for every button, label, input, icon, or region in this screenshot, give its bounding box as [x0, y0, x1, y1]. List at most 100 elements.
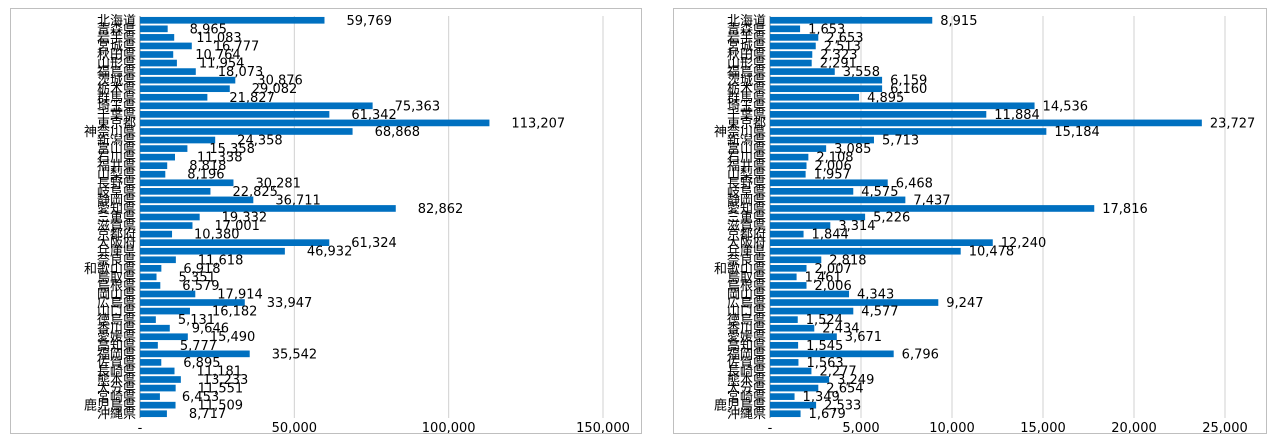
left-bar [140, 119, 490, 127]
left-value-label: 11,083 [196, 31, 242, 46]
left-x-tick-label: 100,000 [422, 421, 476, 433]
left-value-label: 68,868 [375, 125, 421, 140]
right-category-label: 山形県 [727, 57, 766, 72]
right-bar [770, 333, 837, 341]
right-value-label: 23,727 [1210, 116, 1256, 131]
left-value-label: 8,965 [190, 22, 227, 37]
right-value-label: 3,671 [845, 330, 882, 345]
left-bar [140, 42, 192, 50]
left-value-label: 19,332 [222, 211, 268, 226]
left-value-label: 10,764 [195, 48, 241, 63]
left-category-label: 静岡県 [97, 193, 136, 208]
left-category-label: 岐阜県 [97, 184, 136, 200]
left-bar [140, 111, 330, 118]
right-category-label: 群馬県 [727, 91, 766, 106]
left-value-label: 75,363 [395, 99, 441, 114]
left-category-label: 埼玉県 [97, 99, 136, 114]
left-value-label: 6,453 [182, 390, 219, 405]
left-category-label: 愛媛県 [97, 330, 136, 345]
left-bar [140, 282, 161, 289]
left-bar [140, 256, 176, 264]
right-bar [770, 247, 961, 255]
right-bar [770, 273, 797, 281]
left-value-label: 11,181 [197, 364, 243, 379]
left-bar [140, 205, 396, 212]
right-bar [770, 128, 1047, 135]
right-bar [770, 341, 799, 349]
right-value-label: 6,468 [896, 176, 933, 191]
right-value-label: 5,226 [873, 211, 910, 226]
right-bar [770, 111, 987, 118]
right-category-label: 千葉県 [727, 108, 766, 123]
right-category-label: 徳島県 [727, 313, 766, 328]
left-category-label: 秋田県 [97, 48, 136, 63]
left-value-label: 8,818 [189, 159, 226, 174]
right-x-tick-label: 10,000 [929, 421, 975, 433]
left-category-label: 佐賀県 [97, 356, 136, 371]
left-category-label: 福井県 [97, 159, 136, 174]
right-bar [770, 239, 993, 246]
right-value-label: 3,249 [837, 373, 874, 388]
left-category-label: 栃木県 [97, 82, 136, 97]
right-bar-chart: - 5,000 10,000 15,000 20,000 25,000 北海道 8,915 青森… [714, 14, 1256, 433]
right-category-label: 栃木県 [727, 82, 766, 97]
right-bar [770, 42, 816, 50]
right-category-label: 大分県 [727, 382, 766, 397]
right-bar [770, 299, 939, 306]
right-bar [770, 25, 801, 33]
left-category-label: 香川県 [97, 322, 136, 337]
right-bar [770, 307, 854, 315]
left-category-label: 北海道 [97, 14, 136, 29]
left-bar [140, 324, 170, 332]
left-bar [140, 128, 353, 135]
right-value-label: 4,575 [861, 185, 898, 200]
right-category-label: 秋田県 [727, 48, 766, 63]
left-value-label: 35,542 [272, 347, 318, 362]
right-bar [770, 316, 798, 323]
right-value-label: 9,247 [946, 296, 983, 311]
right-value-label: 6,159 [890, 74, 927, 89]
right-bar [770, 188, 854, 195]
right-category-label: 京都府 [727, 228, 766, 243]
left-bar [140, 393, 160, 400]
right-value-label: 4,577 [861, 305, 898, 320]
right-bar [770, 367, 812, 375]
right-value-label: 11,884 [994, 108, 1040, 123]
left-category-label: 広島県 [97, 296, 136, 311]
right-bar [770, 16, 933, 24]
left-category-label: 福岡県 [97, 347, 136, 362]
right-value-label: 2,818 [829, 253, 866, 268]
right-bar [770, 264, 807, 272]
left-value-label: 8,196 [187, 168, 224, 183]
left-category-label: 鳥取県 [97, 270, 136, 285]
right-bar [770, 136, 874, 144]
left-category-label: 福島県 [97, 65, 136, 80]
left-bar [140, 51, 174, 58]
right-category-label: 福井県 [727, 159, 766, 174]
left-category-label: 群馬県 [97, 91, 136, 106]
right-category-label: 熊本県 [727, 372, 766, 388]
left-category-label: 石川県 [97, 151, 136, 166]
right-value-label: 2,533 [824, 399, 861, 414]
left-bar [140, 350, 250, 358]
right-category-label: 滋賀県 [727, 219, 766, 234]
left-value-label: 46,932 [307, 245, 353, 260]
right-category-label: 新潟県 [727, 133, 766, 149]
right-bar [770, 222, 831, 229]
right-value-label: 3,314 [838, 219, 875, 234]
left-bar [140, 25, 168, 33]
right-value-label: 1,563 [806, 356, 843, 371]
left-bar [140, 93, 208, 101]
left-category-label: 岡山県 [97, 287, 136, 302]
left-category-label: 茨城県 [97, 74, 136, 89]
right-category-label: 沖縄県 [727, 407, 766, 422]
right-category-label: 岩手県 [727, 31, 766, 46]
left-value-label: 5,351 [179, 270, 216, 285]
left-category-label: 高知県 [97, 338, 136, 354]
right-bar [770, 59, 812, 67]
right-value-label: 2,653 [826, 31, 863, 46]
left-value-label: 24,358 [237, 134, 283, 149]
right-category-label: 山梨県 [727, 168, 766, 183]
right-category-label: 岡山県 [727, 287, 766, 302]
right-value-label: 2,513 [824, 39, 861, 54]
